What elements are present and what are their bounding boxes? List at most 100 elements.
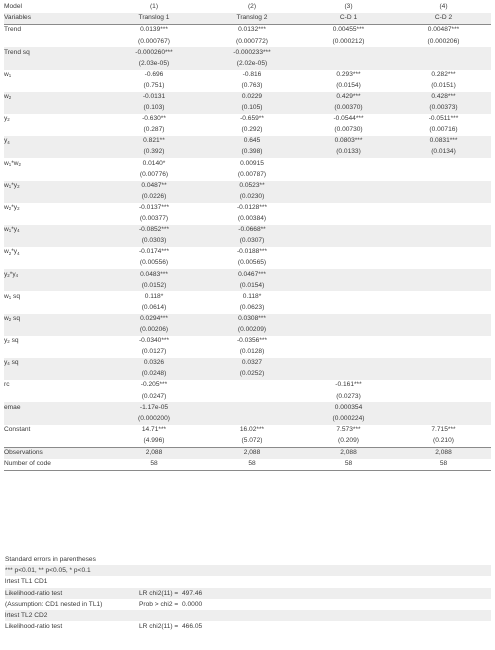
cell-col-3: (0.0133) xyxy=(301,147,396,159)
cell-col-1: (0.0614) xyxy=(141,303,167,311)
table-row-stderr: (0.000200) (0.000224) xyxy=(4,413,491,425)
table-row: emae -1.17e-05 0.000354 xyxy=(4,402,491,414)
table-row: y4 0.821** 0.645 0.0803*** 0.0831*** xyxy=(4,136,491,148)
cell-col-2: (0.0623) xyxy=(239,303,265,311)
row-label-subscript: 1 xyxy=(8,294,12,300)
table-row: Number of code 58 58 58 58 xyxy=(4,458,491,471)
row-label: w1*w2 xyxy=(4,158,105,169)
row-label xyxy=(4,125,105,136)
cell-col-2: -0.0188*** xyxy=(236,248,268,256)
cell-col-1: 0.0139*** xyxy=(105,24,203,37)
cell-col-1: 0.0483*** xyxy=(105,269,203,281)
row-label-operator: *y xyxy=(11,181,18,189)
row-label-text: Observations xyxy=(4,449,43,456)
cell-col-2: (2.02e-05) xyxy=(203,58,301,70)
table-row: w2 sq 0.0294*** 0.0308*** xyxy=(4,313,491,325)
cell-col-1: -1.17e-05 xyxy=(105,402,203,414)
cell-col-3: (0.209) xyxy=(338,436,359,444)
cell-col-1: -0.0137*** xyxy=(138,203,170,211)
row-label-text: Trend sq xyxy=(4,48,30,56)
cell-col-2: -0.0356*** xyxy=(236,337,268,345)
cell-col-1: -0.0852*** xyxy=(105,224,203,236)
cell-col-4 xyxy=(396,169,491,180)
table-row-stderr: (0.751) (0.763) (0.0154) (0.0151) xyxy=(4,81,491,92)
row-label-operator: *y xyxy=(11,248,18,256)
cell-col-4 xyxy=(396,58,491,70)
cell-col-4 xyxy=(396,247,491,258)
cell-col-4: -0.0511*** xyxy=(428,115,459,123)
row-label: w1 sq xyxy=(4,291,105,302)
row-label: y4 sq xyxy=(4,358,105,370)
cell-col-2: 2,088 xyxy=(203,446,301,459)
cell-col-4 xyxy=(396,358,491,370)
cell-col-1: (0.0152) xyxy=(105,280,203,292)
footnote-text: *** p<0.01, ** p<0.05, * p<0.1 xyxy=(5,567,91,575)
row-label-text: y xyxy=(4,337,8,345)
table-row-stderr: (0.00556) (0.00565) xyxy=(4,258,491,269)
cell-col-2: -0.659** xyxy=(240,115,264,123)
cell-col-3 xyxy=(301,235,396,248)
row-label-text: w xyxy=(4,226,9,234)
row-label xyxy=(4,324,105,336)
cell-col-3: 0.000354 xyxy=(301,402,396,414)
cell-col-1: (0.287) xyxy=(143,126,165,134)
cell-col-1: 58 xyxy=(105,458,203,471)
row-label xyxy=(4,391,105,402)
cell-col-1: -0.630** xyxy=(142,115,166,123)
table-row: Trend 0.0139*** 0.0132*** 0.00455*** 0.00487… xyxy=(4,24,491,37)
cell-col-2 xyxy=(203,402,301,414)
cell-col-4 xyxy=(396,391,491,402)
row-label-subscript: 2 xyxy=(17,206,20,212)
cell-col-3: (0.00370) xyxy=(301,102,396,114)
cell-col-4 xyxy=(396,313,491,325)
row-label-text: w xyxy=(4,181,9,189)
cell-col-2: 0.0308*** xyxy=(203,313,301,325)
row-label xyxy=(4,58,105,70)
row-label xyxy=(4,147,105,159)
footnote-line: Likelihood-ratio test LR chi2(11) = 466.05 xyxy=(5,621,491,632)
header-col-3: (3) xyxy=(344,3,353,11)
row-label-text: w xyxy=(4,203,9,211)
cell-col-1: -0.0174*** xyxy=(138,248,170,256)
cell-col-4: (0.00373) xyxy=(396,102,491,114)
cell-col-1: 0.0140* xyxy=(142,159,166,167)
cell-col-2: 0.0229 xyxy=(203,91,301,103)
table-row-stderr: (0.0127) (0.0128) xyxy=(4,347,491,358)
row-label: emae xyxy=(4,402,105,414)
cell-col-4: 2,088 xyxy=(396,446,491,459)
cell-col-3 xyxy=(301,224,396,236)
row-label xyxy=(4,413,105,425)
row-label: w2 xyxy=(4,91,105,103)
cell-col-1: -0.000260*** xyxy=(105,47,203,59)
cell-col-4 xyxy=(396,180,491,192)
row-label-text: y xyxy=(4,359,8,367)
cell-col-4 xyxy=(396,224,491,236)
row-label-text: w xyxy=(4,70,9,78)
footnote-line: (Assumption: CD1 nested in TL1) Prob > ch… xyxy=(5,599,491,610)
row-label-subscript: 2 xyxy=(8,95,12,101)
row-label: Observations xyxy=(4,446,105,459)
cell-col-4 xyxy=(396,258,491,269)
footnote-stat-label: LR chi2(11) = xyxy=(139,623,179,631)
table-row: w1*y2 0.0487** 0.0523** xyxy=(4,180,491,192)
cell-col-2: 58 xyxy=(203,458,301,471)
cell-col-2: (0.0128) xyxy=(239,348,265,356)
cell-col-4 xyxy=(396,214,491,225)
row-label-text: y xyxy=(4,115,8,123)
row-label-subscript: 4 xyxy=(17,250,20,256)
footnote-text: Standard errors in parentheses xyxy=(5,556,96,563)
table-row: y2 -0.630** -0.659** -0.0544*** -0.0511*** xyxy=(4,114,491,125)
cell-col-3: 7.573*** xyxy=(336,425,361,433)
cell-col-3 xyxy=(301,358,396,370)
cell-col-2: 0.645 xyxy=(203,136,301,148)
cell-col-3 xyxy=(301,169,396,180)
cell-col-2: (0.0154) xyxy=(203,280,301,292)
footnote-line: Likelihood-ratio test LR chi2(11) = 497.46 xyxy=(5,587,491,599)
cell-col-4 xyxy=(396,380,491,391)
cell-col-1: 0.0294*** xyxy=(105,313,203,325)
row-label: w1 xyxy=(4,70,105,81)
cell-col-3: 0.293*** xyxy=(336,70,361,78)
cell-col-4 xyxy=(396,158,491,169)
row-label-operator: *y xyxy=(11,203,18,211)
cell-col-3: 0.0803*** xyxy=(301,136,396,148)
